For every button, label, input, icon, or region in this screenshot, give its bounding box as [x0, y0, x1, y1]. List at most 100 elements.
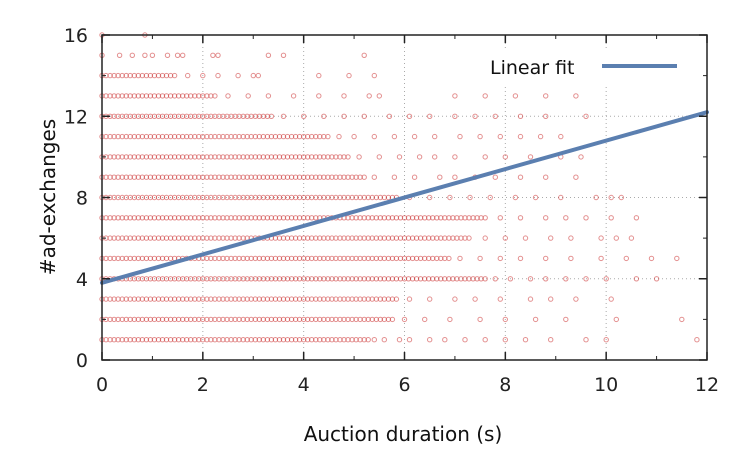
data-point — [391, 133, 398, 140]
data-point — [648, 255, 655, 262]
y-tick-label: 16 — [64, 25, 88, 47]
data-point — [212, 93, 218, 99]
data-point — [381, 337, 387, 343]
data-point — [497, 255, 503, 262]
data-point — [210, 52, 216, 58]
data-point — [406, 337, 413, 343]
data-point — [255, 72, 261, 79]
data-point — [603, 276, 609, 282]
data-point — [215, 52, 221, 58]
data-point — [336, 133, 342, 140]
x-tick-label: 6 — [398, 374, 410, 396]
data-point — [598, 255, 604, 262]
data-point — [345, 154, 351, 160]
x-tick-label: 12 — [695, 374, 719, 396]
linear-fit-line — [100, 110, 709, 285]
data-point — [482, 154, 488, 160]
data-point — [633, 276, 640, 282]
x-tick-label: 4 — [298, 374, 310, 396]
data-point — [583, 113, 589, 120]
data-point — [522, 337, 529, 343]
data-point — [548, 296, 554, 302]
data-point — [618, 194, 624, 201]
data-point — [325, 133, 331, 140]
data-point — [401, 316, 408, 323]
data-point — [477, 255, 483, 262]
data-point — [613, 316, 619, 323]
data-point — [472, 296, 478, 302]
data-point — [543, 174, 549, 180]
data-point — [517, 133, 524, 140]
data-point — [608, 296, 614, 302]
data-point — [512, 93, 519, 99]
data-point — [527, 276, 534, 282]
data-point — [442, 337, 448, 343]
data-point — [482, 235, 488, 241]
fit-line-layer — [100, 110, 709, 285]
y-tick-label: 4 — [76, 269, 88, 291]
data-point — [180, 52, 186, 58]
data-point — [558, 194, 564, 201]
data-point — [447, 194, 453, 201]
data-point — [548, 337, 554, 343]
data-point — [527, 154, 534, 160]
data-point — [174, 52, 181, 58]
data-point — [361, 52, 367, 58]
data-point — [393, 296, 400, 302]
data-point — [185, 72, 191, 79]
data-point — [316, 93, 322, 99]
data-point — [245, 93, 251, 99]
data-point — [215, 72, 221, 79]
data-point — [502, 316, 508, 323]
data-point — [432, 154, 438, 160]
data-point — [316, 72, 322, 79]
data-point — [583, 276, 589, 282]
data-point — [452, 154, 458, 160]
x-tick-label: 8 — [499, 374, 511, 396]
data-point — [452, 113, 458, 120]
data-point — [487, 194, 493, 201]
x-tick-label: 0 — [96, 374, 108, 396]
data-point — [517, 215, 524, 221]
data-point — [502, 235, 508, 241]
data-point — [200, 72, 206, 79]
data-point — [527, 296, 534, 302]
data-point — [376, 93, 382, 99]
data-point — [573, 93, 579, 99]
data-point — [568, 235, 574, 241]
data-point — [507, 276, 514, 282]
data-point — [371, 174, 377, 180]
data-point — [583, 337, 589, 343]
data-point — [497, 133, 503, 140]
data-point — [563, 215, 569, 221]
data-point — [608, 215, 614, 221]
data-point — [366, 93, 372, 99]
grid — [102, 35, 707, 360]
data-point — [482, 276, 488, 282]
data-point — [171, 72, 178, 79]
data-point — [543, 215, 549, 221]
y-tick-label: 8 — [76, 188, 88, 210]
data-point — [457, 133, 463, 140]
y-tick-label: 12 — [64, 106, 88, 128]
tick-labels: 0 2 4 6 8 10 12 0 4 8 12 16 — [64, 25, 719, 396]
data-point — [437, 174, 443, 180]
data-point — [492, 174, 498, 180]
data-point — [416, 154, 423, 160]
data-point — [653, 276, 660, 282]
data-point — [573, 174, 579, 180]
data-point — [452, 174, 458, 180]
data-point — [365, 337, 371, 343]
data-point — [427, 194, 433, 201]
data-point — [376, 154, 382, 160]
data-point — [301, 113, 307, 120]
data-point — [432, 133, 438, 140]
data-point — [492, 276, 498, 282]
data-point — [548, 235, 554, 241]
data-point — [598, 235, 604, 241]
data-point — [543, 276, 549, 282]
x-tick-label: 10 — [594, 374, 618, 396]
data-point — [517, 113, 524, 120]
data-point — [462, 337, 468, 343]
